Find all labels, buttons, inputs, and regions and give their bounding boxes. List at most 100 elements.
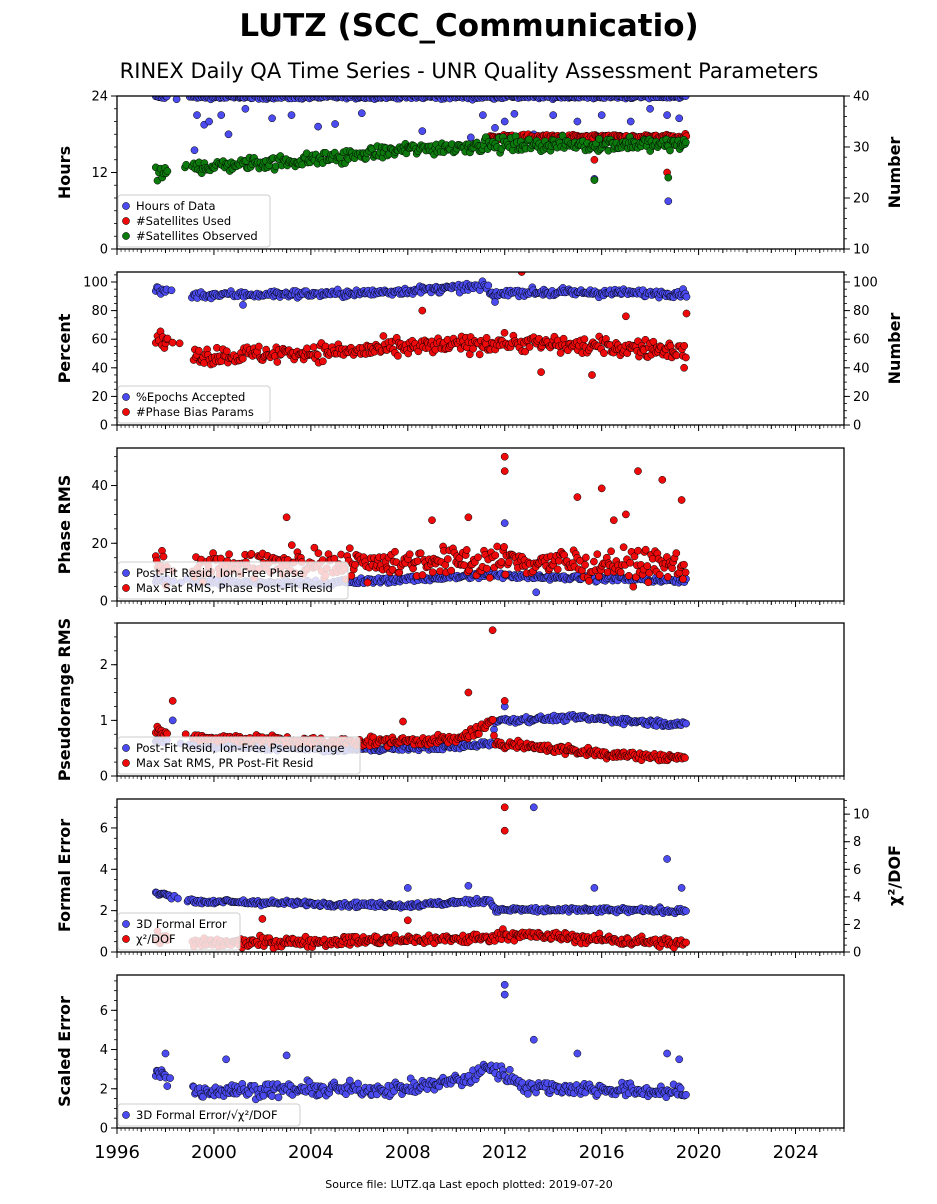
y-tick-label: 0 — [100, 243, 108, 258]
data-point — [590, 558, 597, 565]
data-point — [656, 571, 663, 578]
data-point — [226, 551, 233, 558]
outlier-point — [627, 118, 634, 125]
legend-entry: %Epochs Accepted — [136, 390, 245, 404]
data-point — [217, 555, 224, 562]
data-point — [582, 561, 589, 568]
data-point — [502, 571, 509, 578]
y-tick-label: 24 — [91, 90, 108, 105]
data-point — [444, 555, 451, 562]
legend-marker — [122, 393, 129, 400]
outlier-point — [465, 689, 472, 696]
outlier-point — [332, 120, 339, 127]
data-point — [489, 716, 496, 723]
data-point — [682, 569, 689, 576]
data-point — [164, 730, 171, 737]
outlier-point — [501, 118, 508, 125]
outlier-point — [681, 364, 688, 371]
data-point — [474, 554, 481, 561]
outlier-point — [659, 476, 666, 483]
data-point — [585, 577, 592, 584]
legend-marker — [122, 217, 129, 224]
data-point — [673, 550, 680, 557]
outlier-point — [218, 112, 225, 119]
data-point — [620, 544, 627, 551]
y-tick-label: 1 — [100, 714, 108, 729]
y-tick-label: 100 — [83, 276, 108, 291]
legend-marker — [122, 232, 129, 239]
outlier-point — [588, 371, 595, 378]
legend-entry: Max Sat RMS, PR Post-Fit Resid — [136, 756, 313, 770]
outlier-point — [465, 882, 472, 889]
data-point — [630, 583, 637, 590]
outlier-point — [501, 697, 508, 704]
data-point — [315, 550, 322, 557]
y-tick-label: 40 — [91, 361, 108, 376]
outlier-point — [479, 112, 486, 119]
data-point — [164, 168, 171, 175]
legend-marker — [122, 408, 129, 415]
y-right-axis-label: Number — [885, 137, 904, 209]
data-point — [608, 548, 615, 555]
y-tick-label: 0 — [100, 595, 108, 610]
outlier-point — [622, 313, 629, 320]
outlier-point — [225, 131, 232, 138]
y-tick-label: 12 — [91, 166, 108, 181]
y-axis-label: Phase RMS — [55, 475, 74, 575]
data-point — [625, 572, 632, 579]
data-point — [635, 547, 642, 554]
outlier-point — [239, 301, 246, 308]
outlier-point — [676, 115, 683, 122]
legend-entry: Post-Fit Resid, Ion-Free Phase — [136, 566, 304, 580]
data-point — [582, 554, 589, 561]
outlier-point — [533, 589, 540, 596]
data-point — [417, 550, 424, 557]
outlier-point — [664, 855, 671, 862]
legend-entry: #Phase Bias Params — [136, 405, 254, 419]
outlier-point — [678, 884, 685, 891]
points-layer — [152, 268, 690, 378]
outlier-point — [665, 198, 672, 205]
outlier-point — [489, 627, 496, 634]
y-right-tick-label: 20 — [853, 192, 870, 207]
data-point — [486, 574, 493, 581]
data-point — [492, 552, 499, 559]
data-point — [483, 565, 490, 572]
data-point — [391, 548, 398, 555]
data-point — [255, 343, 262, 350]
y-tick-label: 20 — [91, 390, 108, 405]
outlier-point — [428, 517, 435, 524]
data-point — [683, 293, 690, 300]
data-point — [501, 543, 508, 550]
data-point — [560, 335, 567, 342]
outlier-point — [358, 110, 365, 117]
legend-entry: #Satellites Observed — [136, 229, 258, 243]
outlier-point — [511, 110, 518, 117]
outlier-point — [242, 105, 249, 112]
outlier-point — [610, 517, 617, 524]
data-point — [490, 732, 497, 739]
outlier-point — [683, 310, 690, 317]
data-point — [348, 572, 355, 579]
y-axis-label: Pseudorange RMS — [55, 618, 74, 781]
y-right-tick-label: 40 — [853, 90, 870, 105]
figure-title: LUTZ (SCC_Communicatio) — [239, 8, 698, 44]
data-point — [664, 573, 671, 580]
y-axis-label: Percent — [55, 313, 74, 383]
data-point — [642, 546, 649, 553]
data-point — [666, 147, 673, 154]
data-point — [600, 350, 607, 357]
outlier-point — [501, 453, 508, 460]
y-tick-label: 0 — [100, 419, 108, 434]
y-right-tick-label: 0 — [853, 419, 861, 434]
data-point — [594, 551, 601, 558]
outlier-point — [191, 147, 198, 154]
source-footer: Source file: LUTZ.qa Last epoch plotted:… — [325, 1178, 613, 1191]
data-point — [288, 542, 295, 549]
outlier-point — [591, 177, 598, 184]
